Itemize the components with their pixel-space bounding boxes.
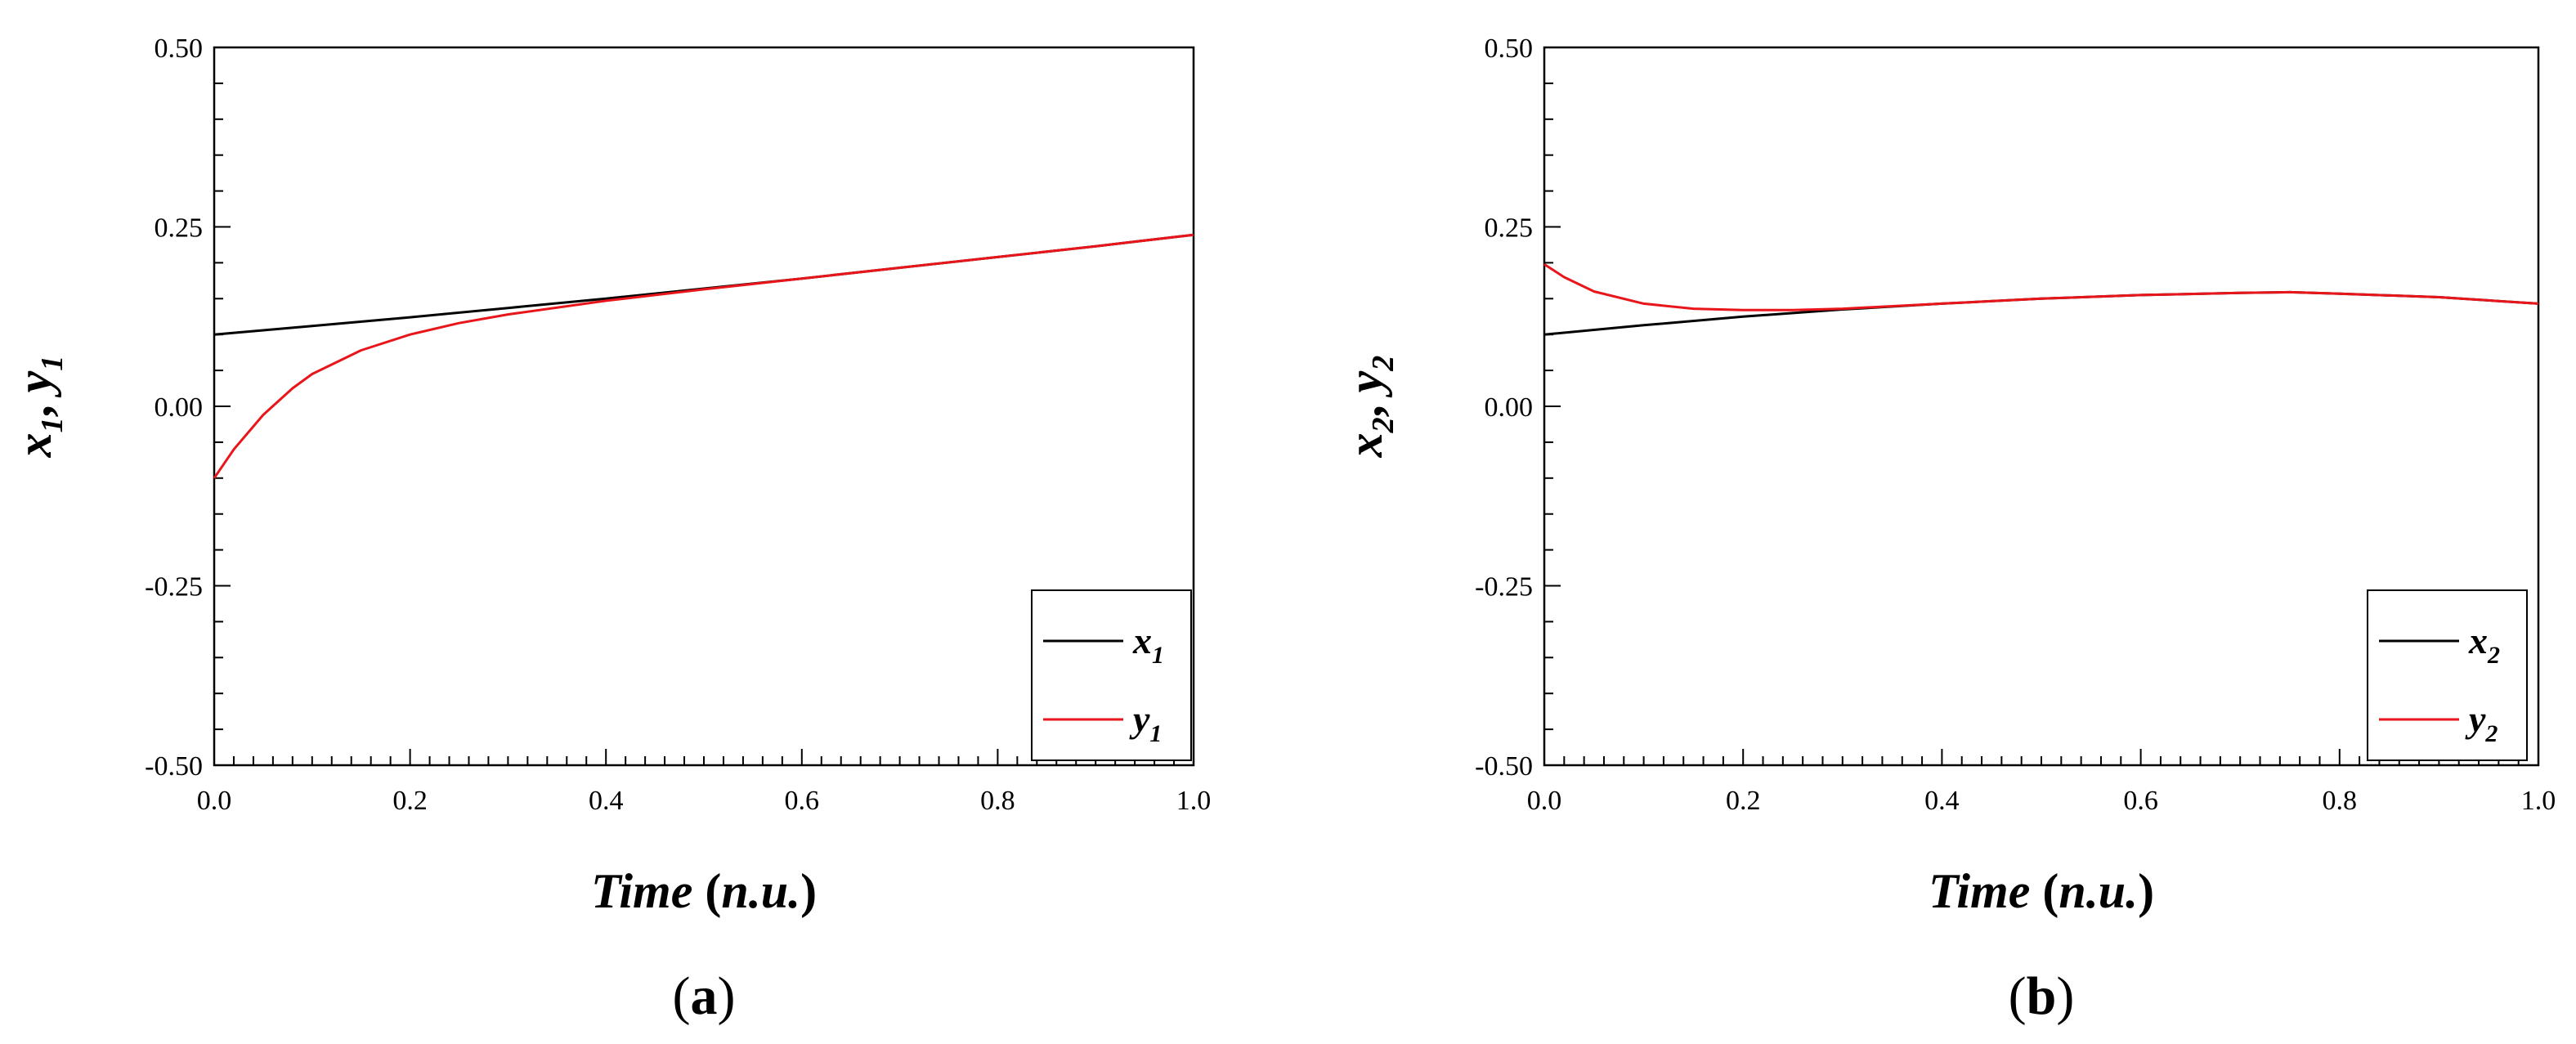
panel-a-y-tick-label: 0.50: [155, 34, 204, 64]
panel-a-x-tick-label: 1.0: [1176, 786, 1212, 816]
panel-a-x-axis-label: Time (n.u.): [591, 864, 817, 918]
panel-b-y-tick-label: 0.50: [1485, 34, 1534, 64]
panel-b-panel-label: (b): [2009, 966, 2075, 1026]
panel-b-y-tick-label: -0.50: [1475, 751, 1533, 782]
panel-a-panel-label: (a): [673, 966, 736, 1026]
panel-a-chart: 0.0 0.2 0.4 0.6 0.8 1.0 -0.50 -0.25 0.00 0.25 0.50…: [7, 34, 1211, 1026]
panel-b-chart: 0.0 0.2 0.4 0.6 0.8 1.0 -0.50 -0.25 0.00 0.25 0.50…: [1338, 34, 2556, 1026]
panel-b-x-tick-label: 0.8: [2323, 786, 2358, 816]
panel-a-legend: x1 y1: [1031, 589, 1192, 761]
panel-a-legend-label-y1: y1: [1129, 698, 1162, 747]
panel-b-legend-box: [2367, 589, 2528, 761]
panel-b-legend-label-y2: y2: [2465, 698, 2498, 747]
panel-b-x-tick-label: 0.2: [1726, 786, 1761, 816]
panel-b-y-tick-label: -0.25: [1475, 572, 1533, 603]
panel-a-legend-label-x1: x1: [1132, 620, 1164, 669]
panel-b-legend-label-x2: x2: [2468, 620, 2500, 669]
panel-b-series-y2: [1543, 262, 2539, 311]
panel-b-x-axis-label: Time (n.u.): [1929, 864, 2154, 918]
panel-a-x-tick-label: 0.4: [589, 786, 624, 816]
panel-b-y-axis-label: x2, y2: [1338, 356, 1400, 459]
panel-a-y-tick-label: 0.25: [155, 213, 204, 244]
panel-b-y-tick-label: 0.25: [1485, 213, 1534, 244]
panel-a-series-y1: [213, 233, 1194, 479]
panel-b-x-tick-label: 1.0: [2521, 786, 2556, 816]
panel-a-y-tick-label: -0.25: [145, 572, 203, 603]
panel-a-x-tick-label: 0.0: [197, 786, 232, 816]
panel-a-y-axis-label: x1, y1: [7, 356, 69, 459]
panel-a-legend-box: [1031, 589, 1192, 761]
panel-a-series-x1: [213, 233, 1194, 336]
panel-b-x-tick-label: 0.0: [1527, 786, 1562, 816]
panel-b-x-tick-label: 0.4: [1924, 786, 1960, 816]
panel-a-y-tick-label: -0.50: [145, 751, 203, 782]
panel-a-x-tick-label: 0.8: [980, 786, 1015, 816]
panel-a-x-tick-label: 0.2: [392, 786, 428, 816]
panel-b-y-tick-label: 0.00: [1485, 392, 1534, 423]
panel-a-x-tick-label: 0.6: [785, 786, 820, 816]
panel-b-legend: x2 y2: [2367, 589, 2528, 761]
panel-b-x-tick-label: 0.6: [2123, 786, 2158, 816]
panel-a-y-tick-label: 0.00: [155, 392, 204, 423]
